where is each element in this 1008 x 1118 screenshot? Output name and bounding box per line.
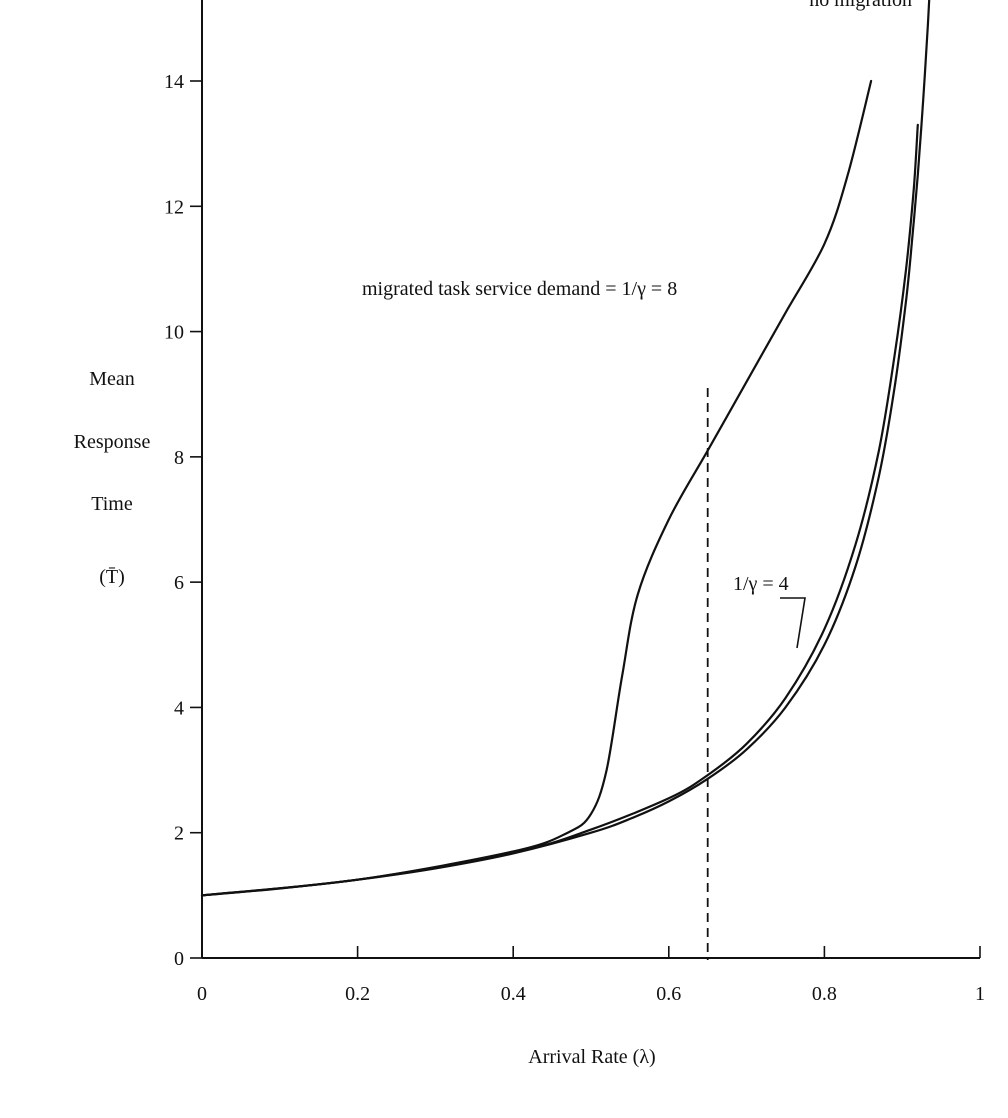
- y-tick-label: 10: [164, 322, 184, 344]
- x-tick-label: 0.6: [656, 983, 681, 1005]
- y-tick-label: 14: [164, 71, 184, 93]
- y-tick-label: 4: [174, 697, 184, 719]
- x-tick-label: 1: [975, 983, 985, 1005]
- y-axis-title-line-4: (T̄): [99, 566, 125, 588]
- x-tick-label: 0: [197, 983, 207, 1005]
- y-ticks: 0 2 4 6 8 10 12 14: [164, 71, 202, 970]
- annotations: migrated task service demand = 1/γ = 8 1…: [362, 0, 912, 649]
- y-axis-title-line-2: Response: [74, 431, 151, 453]
- annotation-gamma-4: 1/γ = 4: [733, 573, 789, 595]
- x-tick-label: 0.4: [501, 983, 526, 1005]
- x-ticks: 0 0.2 0.4 0.6 0.8 1: [197, 946, 985, 1005]
- axes: [201, 0, 980, 959]
- y-tick-label: 8: [174, 447, 184, 469]
- y-axis-title-line-3: Time: [91, 493, 133, 515]
- series-gamma-8: [200, 79, 873, 897]
- y-axis-title-line-1: Mean: [89, 368, 135, 390]
- y-axis-title: Mean Response Time (T̄): [74, 368, 151, 588]
- annotation-gamma-8: migrated task service demand = 1/γ = 8: [362, 278, 677, 300]
- series-group: [200, 0, 931, 897]
- x-tick-label: 0.8: [812, 983, 837, 1005]
- y-tick-label: 2: [174, 823, 184, 845]
- series-no-migration: [200, 0, 931, 897]
- x-tick-label: 0.2: [345, 983, 370, 1005]
- series-gamma-4: [200, 123, 919, 897]
- leader-gamma-4: [780, 597, 806, 649]
- x-axis-title: Arrival Rate (λ): [528, 1046, 655, 1068]
- y-tick-label: 0: [174, 948, 184, 970]
- y-tick-label: 12: [164, 196, 184, 218]
- annotation-no-migration: no migration: [809, 0, 912, 11]
- y-tick-label: 6: [174, 572, 184, 594]
